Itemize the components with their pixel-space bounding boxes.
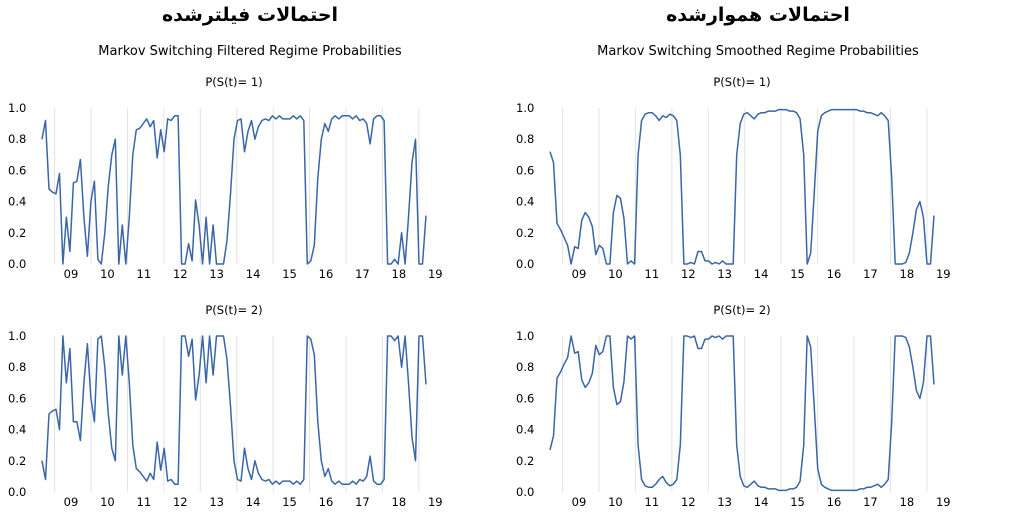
x-tick-label: 17 <box>863 495 878 509</box>
y-tick-label: 0.2 <box>516 454 534 468</box>
x-tick-label: 14 <box>754 495 769 509</box>
subplot-title: P(S(t)= 2) <box>205 303 262 317</box>
series-line <box>549 108 935 265</box>
x-tick-label: 16 <box>827 495 842 509</box>
subplot-title: P(S(t)= 1) <box>205 75 262 89</box>
x-tick-label: 15 <box>282 495 297 509</box>
series-line <box>549 335 935 492</box>
x-tick-label: 12 <box>681 495 696 509</box>
y-tick-label: 1.0 <box>8 101 26 115</box>
filtered-s2-chart: P(S(t)= 2) 09 10 11 12 13 14 15 16 17 18 19 0.0 0.2 0.… <box>8 303 443 509</box>
y-tick-label: 0.6 <box>516 163 534 177</box>
x-tick-label: 13 <box>717 267 732 281</box>
series-line <box>41 335 427 485</box>
x-tick-label: 16 <box>827 267 842 281</box>
y-tick-label: 0.6 <box>8 163 26 177</box>
y-tick-label: 1.0 <box>8 329 26 343</box>
smoothed-s1-chart: P(S(t)= 1) 09 10 11 12 13 14 15 16 17 18 19 0.0 0.2 0.… <box>516 75 951 281</box>
smoothed-title-en: Markov Switching Smoothed Regime Probabi… <box>597 44 919 59</box>
y-tick-label: 0.4 <box>516 423 534 437</box>
x-tick-label: 11 <box>645 267 660 281</box>
x-tick-label: 10 <box>608 267 623 281</box>
smoothed-panel: احتمالات هموارشده Markov Switching Smoot… <box>508 0 1008 514</box>
x-tick-label: 15 <box>282 267 297 281</box>
x-tick-label: 14 <box>246 495 261 509</box>
x-tick-label: 10 <box>100 267 115 281</box>
y-tick-label: 0.4 <box>8 195 26 209</box>
x-tick-label: 13 <box>209 267 224 281</box>
x-tick-label: 17 <box>355 267 370 281</box>
x-tick-label: 18 <box>900 495 915 509</box>
x-tick-label: 13 <box>209 495 224 509</box>
y-tick-label: 0.0 <box>516 485 534 499</box>
y-tick-label: 0.8 <box>8 360 26 374</box>
x-tick-label: 10 <box>100 495 115 509</box>
x-tick-label: 14 <box>754 267 769 281</box>
x-tick-label: 18 <box>392 495 407 509</box>
x-tick-label: 11 <box>137 495 152 509</box>
x-tick-label: 12 <box>173 267 188 281</box>
y-tick-label: 0.0 <box>8 485 26 499</box>
x-tick-label: 11 <box>645 495 660 509</box>
x-tick-label: 19 <box>428 495 443 509</box>
y-tick-label: 0.4 <box>8 423 26 437</box>
x-tick-label: 15 <box>790 267 805 281</box>
series-line <box>41 115 427 265</box>
x-tick-label: 19 <box>428 267 443 281</box>
y-tick-label: 0.4 <box>516 195 534 209</box>
x-tick-label: 18 <box>900 267 915 281</box>
x-tick-label: 10 <box>608 495 623 509</box>
filtered-panel: احتمالات فیلترشده Markov Switching Filte… <box>0 0 500 514</box>
x-tick-label: 09 <box>572 267 587 281</box>
x-tick-label: 09 <box>64 267 79 281</box>
y-tick-label: 1.0 <box>516 101 534 115</box>
y-tick-label: 0.8 <box>516 132 534 146</box>
subplot-title: P(S(t)= 2) <box>713 303 770 317</box>
x-tick-label: 17 <box>355 495 370 509</box>
y-tick-label: 0.2 <box>8 226 26 240</box>
x-tick-label: 18 <box>392 267 407 281</box>
subplot-title: P(S(t)= 1) <box>713 75 770 89</box>
x-tick-label: 16 <box>319 267 334 281</box>
x-tick-label: 09 <box>572 495 587 509</box>
y-tick-label: 0.6 <box>8 391 26 405</box>
y-tick-label: 0.6 <box>516 391 534 405</box>
x-tick-label: 19 <box>936 267 951 281</box>
y-tick-label: 1.0 <box>516 329 534 343</box>
x-tick-label: 17 <box>863 267 878 281</box>
filtered-s1-chart: P(S(t)= 1) 09 10 11 12 13 14 15 16 17 18 19 0.0 0.2 0.… <box>8 75 443 281</box>
filtered-title-en: Markov Switching Filtered Regime Probabi… <box>98 44 402 59</box>
y-tick-label: 0.8 <box>8 132 26 146</box>
y-tick-label: 0.0 <box>8 257 26 271</box>
smoothed-title-fa: احتمالات هموارشده <box>666 4 850 26</box>
filtered-title-fa: احتمالات فیلترشده <box>161 4 339 26</box>
y-tick-label: 0.8 <box>516 360 534 374</box>
y-tick-label: 0.0 <box>516 257 534 271</box>
y-tick-label: 0.2 <box>8 454 26 468</box>
x-tick-label: 12 <box>681 267 696 281</box>
x-tick-label: 13 <box>717 495 732 509</box>
x-tick-label: 15 <box>790 495 805 509</box>
smoothed-s2-chart: P(S(t)= 2) 09 10 11 12 13 14 15 16 17 18 19 0.0 0.2 0.… <box>516 303 951 509</box>
x-tick-label: 14 <box>246 267 261 281</box>
x-tick-label: 09 <box>64 495 79 509</box>
x-tick-label: 16 <box>319 495 334 509</box>
y-tick-label: 0.2 <box>516 226 534 240</box>
x-tick-label: 19 <box>936 495 951 509</box>
x-tick-label: 12 <box>173 495 188 509</box>
x-tick-label: 11 <box>137 267 152 281</box>
